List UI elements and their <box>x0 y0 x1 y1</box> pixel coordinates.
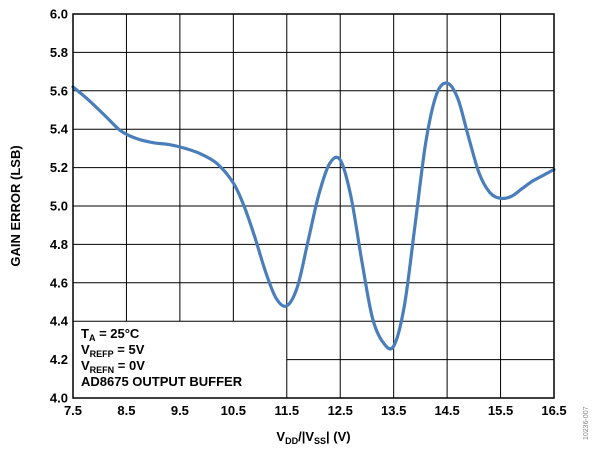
annotation-line-sub: REFP <box>90 349 114 359</box>
y-tick-label: 5.2 <box>50 160 68 175</box>
annotation-line-sub: A <box>89 333 96 343</box>
annotation-line-rest: = 0V <box>114 358 145 373</box>
annotation-line: VREFN = 0V <box>81 358 145 375</box>
x-tick-label: 8.5 <box>117 403 135 418</box>
annotation-line-main: T <box>81 326 89 341</box>
x-tick-label: 13.5 <box>381 403 406 418</box>
y-axis-label: GAIN ERROR (LSB) <box>8 145 23 266</box>
annotation-line-main: AD8675 OUTPUT BUFFER <box>81 374 243 389</box>
curve-layer <box>71 81 556 351</box>
y-tick-label: 4.4 <box>50 314 69 329</box>
y-tick-label: 4.2 <box>50 352 68 367</box>
annotation-line-main: V <box>81 342 90 357</box>
series-line <box>71 81 556 351</box>
annotation-line: TA = 25°C <box>81 326 140 343</box>
x-tick-label: 7.5 <box>64 403 82 418</box>
x-tick-label: 9.5 <box>171 403 189 418</box>
x-tick-label: 11.5 <box>274 403 299 418</box>
x-tick-label: 12.5 <box>328 403 353 418</box>
x-axis-label-sub1: DD <box>285 436 298 446</box>
y-tick-label: 5.6 <box>50 83 68 98</box>
figure-id: 10236-007 <box>583 406 590 440</box>
x-tick-labels: 7.5 8.5 9.5 10.5 11.5 12.5 13.5 14.5 15.5 16.5 <box>64 403 567 418</box>
x-axis-label-end: | (V) <box>326 429 351 444</box>
annotation-line: VREFP = 5V <box>81 342 145 359</box>
annotation-line: AD8675 OUTPUT BUFFER <box>81 374 243 389</box>
annotation-line-sub: REFN <box>90 365 115 375</box>
x-axis-label-sub2: SS <box>314 436 326 446</box>
y-tick-label: 5.8 <box>50 45 68 60</box>
x-axis-label-mid: /|V <box>298 429 314 444</box>
y-tick-label: 4.8 <box>50 237 68 252</box>
grid <box>73 14 554 398</box>
y-tick-label: 4.6 <box>50 275 68 290</box>
y-tick-label: 5.4 <box>50 122 69 137</box>
x-axis-label-main: V <box>276 429 285 444</box>
x-tick-label: 15.5 <box>488 403 513 418</box>
annotation-line-rest: = 5V <box>114 342 145 357</box>
y-tick-label: 5.0 <box>50 199 68 214</box>
x-tick-label: 10.5 <box>221 403 246 418</box>
x-tick-label: 14.5 <box>434 403 459 418</box>
y-tick-label: 4.0 <box>50 391 68 406</box>
annotation-line-rest: = 25°C <box>95 326 139 341</box>
y-tick-labels: 4.0 4.2 4.4 4.6 4.8 5.0 5.2 5.4 5.6 5.8 6.0 <box>50 7 69 406</box>
y-tick-label: 6.0 <box>50 7 68 22</box>
plot-frame <box>72 13 555 399</box>
annotation-line-main: V <box>81 358 90 373</box>
x-axis-label: VDD/|VSS| (V) <box>276 429 350 446</box>
x-tick-label: 16.5 <box>541 403 566 418</box>
